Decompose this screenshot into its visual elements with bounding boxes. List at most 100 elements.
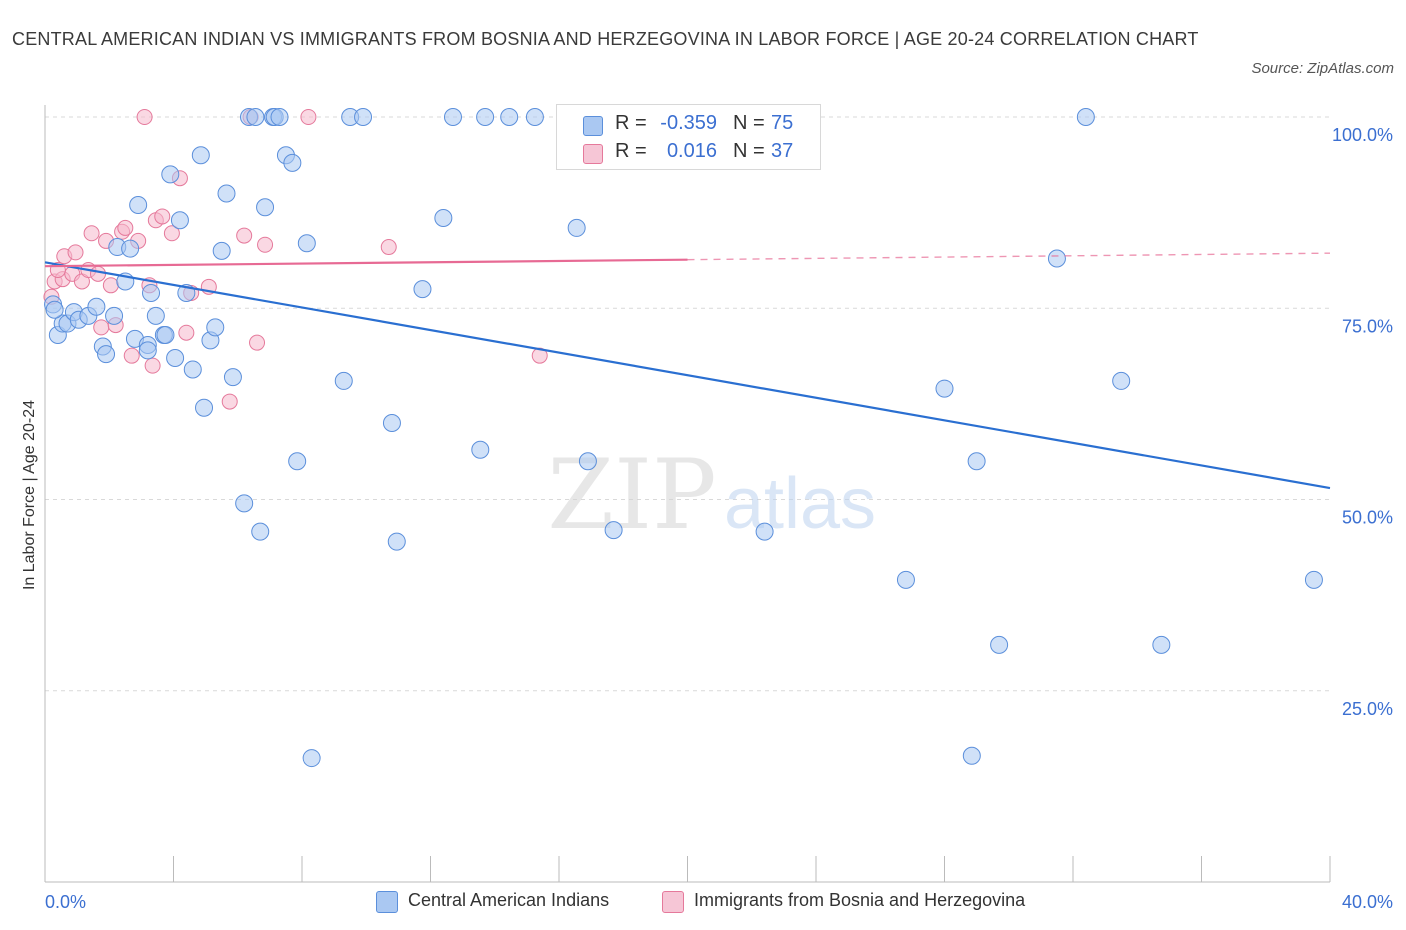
- blue-point: [935, 379, 954, 398]
- blue-point: [962, 746, 981, 765]
- blue-point: [755, 522, 774, 541]
- pink-swatch: [662, 891, 684, 913]
- blue-point: [121, 239, 140, 258]
- blue-point: [246, 108, 265, 126]
- blue-point: [45, 300, 64, 319]
- grid-lines: [45, 116, 1330, 692]
- source-label: Source: ZipAtlas.com: [1251, 60, 1394, 77]
- pink-series-points: [43, 109, 548, 410]
- blue-point: [1152, 635, 1171, 654]
- pink-point: [154, 208, 171, 225]
- blue-point: [288, 452, 307, 471]
- blue-point: [138, 341, 157, 360]
- blue-point: [161, 165, 180, 184]
- blue-point: [297, 234, 316, 253]
- watermark-zip: ZIP: [547, 439, 716, 551]
- trend-line-pink-dashed: [687, 252, 1331, 261]
- legend-label: Immigrants from Bosnia and Herzegovina: [694, 890, 1026, 910]
- blue-point: [500, 108, 519, 126]
- blue-point: [604, 521, 623, 540]
- blue-point: [354, 108, 373, 126]
- trend-line-blue: [44, 261, 1331, 490]
- blue-point: [105, 306, 124, 325]
- y-tick-label: 75.0%: [1342, 316, 1393, 336]
- y-tick-label: 100.0%: [1332, 125, 1393, 145]
- chart-title: CENTRAL AMERICAN INDIAN VS IMMIGRANTS FR…: [12, 29, 1199, 49]
- blue-point: [195, 398, 214, 417]
- blue-point: [382, 414, 401, 432]
- pink-point: [221, 393, 238, 410]
- blue-point: [256, 198, 275, 217]
- pink-point: [136, 109, 153, 125]
- r-label: R =: [615, 140, 647, 162]
- r-value: -0.359: [660, 112, 717, 134]
- blue-point: [413, 280, 432, 299]
- series-legend: Central American Indians Immigrants from…: [0, 888, 1406, 918]
- pink-swatch: [583, 144, 603, 164]
- tick-labels: 100.0% 75.0% 50.0% 25.0% 0.0% 40.0%: [45, 125, 1393, 912]
- blue-point: [129, 195, 148, 214]
- x-tick-label: 0.0%: [45, 892, 86, 912]
- blue-point: [1047, 249, 1066, 268]
- n-label: N =: [733, 112, 765, 134]
- pink-point: [178, 324, 195, 341]
- pink-point: [67, 244, 84, 261]
- pink-point: [102, 277, 119, 294]
- pink-point: [83, 225, 100, 242]
- blue-point: [967, 452, 986, 471]
- stats-legend: R = -0.359 N = 75 R = 0.016 N = 37: [556, 104, 821, 170]
- blue-swatch: [376, 891, 398, 913]
- blue-swatch: [583, 116, 603, 136]
- y-tick-label: 50.0%: [1342, 508, 1393, 528]
- trend-line-pink: [44, 258, 688, 268]
- blue-point: [156, 326, 175, 345]
- blue-point: [443, 108, 462, 126]
- pink-point: [90, 265, 107, 282]
- blue-point: [1112, 371, 1131, 390]
- blue-point: [212, 241, 231, 260]
- blue-point: [334, 371, 353, 390]
- n-label: N =: [733, 140, 765, 162]
- blue-point: [270, 108, 289, 126]
- blue-point: [166, 348, 185, 367]
- blue-point: [235, 494, 254, 513]
- blue-point: [567, 218, 586, 237]
- blue-point: [191, 146, 210, 165]
- blue-point: [251, 522, 270, 541]
- blue-point: [990, 635, 1009, 654]
- pink-point: [300, 109, 317, 125]
- blue-point: [87, 297, 106, 316]
- r-label: R =: [615, 112, 647, 134]
- stats-row-blue: R = -0.359 N = 75: [557, 110, 820, 138]
- watermark: ZIP atlas: [547, 439, 876, 551]
- blue-point: [476, 108, 495, 126]
- x-tick-label: 40.0%: [1342, 892, 1393, 912]
- blue-point: [471, 440, 490, 459]
- blue-point: [223, 368, 242, 387]
- blue-point: [302, 749, 321, 768]
- pink-point: [257, 236, 274, 253]
- watermark-atlas: atlas: [724, 464, 876, 544]
- pink-point: [117, 219, 134, 236]
- pink-point: [123, 347, 140, 364]
- pink-point: [144, 357, 161, 374]
- n-value: 37: [771, 140, 794, 162]
- blue-point: [170, 211, 189, 230]
- blue-series-points: [44, 108, 1323, 768]
- blue-point: [183, 360, 202, 379]
- blue-point: [578, 452, 597, 471]
- blue-point: [283, 153, 302, 172]
- blue-point: [1304, 570, 1323, 589]
- blue-point: [896, 570, 915, 589]
- pink-point: [163, 225, 180, 242]
- blue-point: [525, 108, 544, 126]
- axes: [44, 105, 1331, 883]
- stats-row-pink: R = 0.016 N = 37: [557, 138, 820, 166]
- blue-point: [142, 283, 161, 302]
- y-tick-label: 25.0%: [1342, 699, 1393, 719]
- blue-point: [97, 345, 116, 364]
- pink-point: [93, 319, 110, 336]
- blue-point: [1076, 108, 1095, 126]
- blue-point: [206, 318, 225, 337]
